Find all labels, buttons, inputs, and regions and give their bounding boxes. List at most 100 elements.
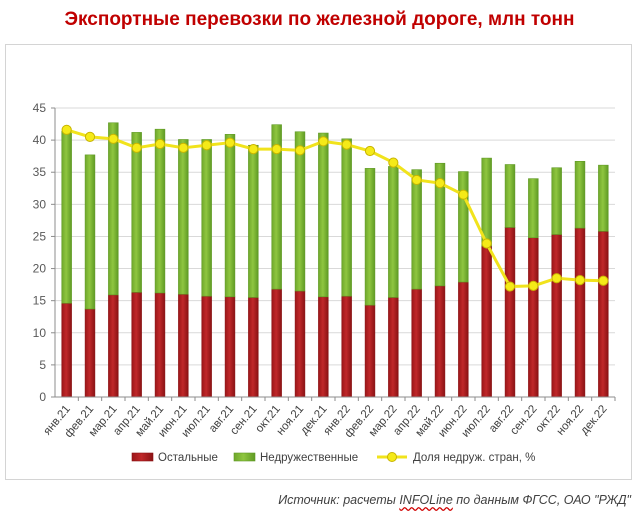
bar-unfriendly [84,154,96,310]
bar-others [84,308,96,398]
share-point [318,136,329,147]
share-point [108,133,119,144]
share-point [528,280,539,291]
bar-unfriendly [61,130,72,304]
y-tick-label: 0 [39,390,46,404]
legend: Остальные Недружественные Доля недруж. стр… [131,452,535,464]
bar-unfriendly [318,132,329,298]
chart-frame: 0 5 10 15 20 25 30 35 40 45 янв.21 фев.21 мар.21 апр.… [5,44,632,480]
bar-others [154,292,166,398]
legend-label: Остальные [158,452,218,464]
bar-others [318,296,329,398]
share-point [131,142,142,153]
bar-others [178,293,189,398]
bar-unfriendly [154,128,166,294]
bar-others [271,288,282,398]
chart-canvas: 051015202530354045янв.21фев.21мар.21апр.… [33,101,616,464]
legend-label: Доля недруж. стран, % [413,452,535,464]
bar-others [364,304,376,398]
bar-unfriendly [411,169,422,290]
bar-unfriendly [364,168,376,306]
legend-swatch [233,452,256,462]
bar-unfriendly [574,161,586,229]
bar-others [458,281,469,398]
bar-unfriendly [108,122,119,296]
x-tick-label: дек.22 [579,403,610,437]
bar-unfriendly [341,138,352,297]
bar-unfriendly [224,134,236,298]
bar-unfriendly [551,167,562,235]
bar-unfriendly [504,164,516,228]
bar-unfriendly [178,139,189,295]
share-point [84,131,96,143]
bars [61,122,609,398]
bar-unfriendly [458,171,469,283]
share-point [411,174,422,186]
share-point [481,238,492,249]
bar-others [411,288,422,398]
share-point [224,137,236,148]
share-point [434,178,446,189]
bar-others [61,302,72,398]
bar-others [341,295,352,398]
share-point [271,144,282,155]
bar-others [598,231,609,398]
bar-others [528,237,539,398]
legend-label: Недружественные [260,452,358,464]
share-point [201,140,212,151]
bar-unfriendly [598,164,609,232]
bar-others [434,285,446,398]
grid-lines [55,107,615,366]
share-point [248,144,259,155]
y-tick-label: 45 [33,101,47,115]
bar-unfriendly [271,124,282,290]
chart-title: Экспортные перевозки по железной дороге,… [64,9,575,30]
share-point [341,139,352,150]
y-tick-label: 30 [33,197,47,211]
share-point [154,138,166,150]
bar-others [248,297,259,398]
share-series-line [66,128,604,289]
bar-unfriendly [131,132,142,293]
bar-others [131,292,142,398]
legend-swatch [131,452,154,462]
share-point [458,189,469,200]
share-point [61,124,72,135]
legend-swatch-marker [387,452,397,462]
y-tick-label: 10 [33,326,47,340]
y-tick-label: 20 [33,262,47,276]
share-point [551,273,562,284]
y-tick-label: 35 [33,165,47,179]
y-tick-label: 5 [39,358,46,372]
bar-unfriendly [434,162,446,287]
bar-unfriendly [388,166,399,298]
source-link: INFOLine [399,493,453,507]
bar-others [108,294,119,398]
y-tick-label: 15 [33,294,47,308]
share-point [598,275,609,286]
bar-unfriendly [201,139,212,297]
bar-others [504,227,516,398]
source-suffix: по данным ФГСС, ОАО "РЖД" [452,493,631,507]
bar-others [551,234,562,398]
share-point [364,145,376,157]
bar-others [388,297,399,398]
bar-others [201,295,212,398]
source-prefix: Источник: расчеты [278,493,400,507]
bar-others [224,296,236,398]
share-point [574,275,586,286]
source-note: Источник: расчеты INFOLine по данным ФГС… [278,493,631,507]
share-point [388,157,399,168]
y-tick-label: 25 [33,229,47,243]
share-line [61,124,609,292]
bar-unfriendly [528,178,539,239]
bar-others [294,290,306,398]
share-point [504,281,516,292]
bar-others [481,245,492,398]
bar-unfriendly [294,131,306,292]
share-point [294,145,306,156]
bar-unfriendly [248,144,259,298]
bar-others [574,227,586,398]
share-point [178,142,189,153]
y-tick-label: 40 [33,133,47,147]
